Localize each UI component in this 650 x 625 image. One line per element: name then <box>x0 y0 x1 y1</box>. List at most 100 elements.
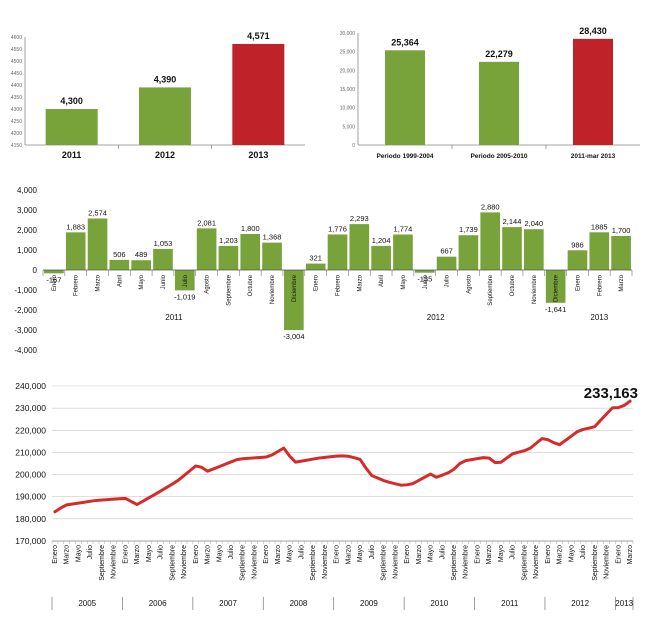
x-month-label: Marzo <box>486 545 493 565</box>
x-category-label: 2011-mar 2013 <box>571 153 616 160</box>
year-label: 2009 <box>360 599 378 608</box>
bar-value-label: 22,279 <box>485 49 513 59</box>
x-month-label: Noviembre <box>251 545 258 579</box>
year-label: 2011 <box>501 599 519 608</box>
bar <box>414 270 435 273</box>
bar-value-label: 28,430 <box>579 26 607 36</box>
x-month-label: Mayo <box>498 545 505 562</box>
bar-value-label: -167 <box>46 275 61 284</box>
y-tick-label: 4500 <box>11 59 22 65</box>
bar-value-label: -1,019 <box>174 292 195 301</box>
x-month-label: Mayo <box>216 545 223 562</box>
y-tick-label: 3,000 <box>17 206 38 215</box>
y-tick-label: 190,000 <box>15 492 46 502</box>
y-tick-label: 170,000 <box>15 536 46 546</box>
y-tick-label: 4400 <box>11 83 22 89</box>
bar <box>44 270 64 274</box>
y-tick-label: 2,000 <box>17 226 38 235</box>
bar-value-label: 1,368 <box>263 233 282 242</box>
y-tick-label: 4550 <box>11 47 22 53</box>
bar-value-label: 1,800 <box>241 224 260 233</box>
x-month-label: Noviembre <box>322 545 329 579</box>
bar <box>218 245 239 270</box>
x-category-label: Noviembre <box>532 274 538 304</box>
series-line <box>53 399 632 514</box>
bar <box>567 250 588 270</box>
x-month-label: Julio <box>580 545 587 560</box>
y-tick-label: 4150 <box>11 143 22 149</box>
bar-value-label: 1,203 <box>219 236 238 245</box>
x-month-label: Enero <box>263 545 270 564</box>
x-category-label: Mayo <box>139 274 145 289</box>
x-month-label: Marzo <box>345 545 352 565</box>
bar-value-label: 2,574 <box>88 209 107 218</box>
bar <box>174 270 195 291</box>
x-category-label: Febrero <box>74 274 80 296</box>
x-category-label: Abril <box>117 275 123 287</box>
x-month-label: Enero <box>52 545 59 564</box>
y-tick-label: 200,000 <box>15 470 46 480</box>
x-month-label: Septiembre <box>240 545 247 581</box>
x-month-label: Septiembre <box>451 545 458 581</box>
bar <box>589 232 610 270</box>
x-category-label: Septiembre <box>488 274 494 305</box>
x-category-label: 2011 <box>62 150 82 160</box>
x-category-label: Enero <box>52 274 58 291</box>
bar <box>545 270 566 303</box>
bar-value-label: 25,364 <box>391 37 419 47</box>
bar <box>436 256 457 270</box>
bar-value-label: 1,776 <box>328 224 347 233</box>
bar <box>480 212 501 270</box>
year-label: 2013 <box>615 599 633 608</box>
y-tick-label: 220,000 <box>15 425 46 435</box>
x-category-label: Marzo <box>357 274 363 291</box>
x-month-label: Mayo <box>75 545 82 562</box>
y-tick-label: 0 <box>33 266 38 275</box>
bar-value-label: 667 <box>440 247 453 256</box>
year-label: 2007 <box>219 599 237 608</box>
bar-value-label: 1,774 <box>394 225 413 234</box>
x-month-label: Noviembre <box>533 545 540 579</box>
y-tick-label: 230,000 <box>15 403 46 413</box>
bar-value-label: 2,293 <box>350 214 369 223</box>
y-tick-label: 20,000 <box>340 68 356 74</box>
x-month-label: Enero <box>193 545 200 564</box>
y-tick-label: -1,000 <box>14 286 37 295</box>
x-category-label: Marzo <box>619 274 625 291</box>
bar <box>65 232 86 270</box>
bar-value-label: -1,641 <box>545 305 566 314</box>
bar <box>139 87 191 145</box>
y-tick-label: 25,000 <box>340 50 356 56</box>
x-category-label: Julio <box>445 274 451 287</box>
x-category-label: Agosto <box>466 274 472 293</box>
bar <box>385 50 425 145</box>
monthly-bar-chart: -4,000 -3,000 -2,000 -1,000 0 1,000 2,000 3,000… <box>14 186 633 355</box>
x-month-label: Septiembre <box>310 545 317 581</box>
x-month-label: Marzo <box>627 545 634 565</box>
end-value-label: 233,163 <box>584 385 638 402</box>
y-tick-label: 240,000 <box>15 381 46 391</box>
x-category-label: Diciembre <box>292 274 298 302</box>
x-month-label: Noviembre <box>111 545 118 579</box>
bar-value-label: 1885 <box>591 222 608 231</box>
bar <box>196 228 217 270</box>
x-month-label: Enero <box>474 545 481 564</box>
bar <box>284 270 304 331</box>
bar <box>611 236 631 270</box>
x-month-label: Julio <box>87 545 94 560</box>
x-category-label: Junio <box>423 274 429 289</box>
bar-value-label: 1,739 <box>459 225 478 234</box>
bar-value-label: 986 <box>571 240 584 249</box>
x-category-label: 2012 <box>155 150 175 160</box>
y-tick-label: 15,000 <box>340 87 356 93</box>
x-month-label: Marzo <box>205 545 212 565</box>
y-tick-label: 4600 <box>11 35 22 41</box>
x-month-label: Enero <box>404 545 411 564</box>
bar-value-label: 4,300 <box>60 96 83 106</box>
year-label: 2012 <box>571 599 589 608</box>
bar <box>393 234 413 270</box>
bar <box>349 224 370 270</box>
y-tick-label: 4200 <box>11 131 22 137</box>
x-month-label: Noviembre <box>604 545 611 579</box>
